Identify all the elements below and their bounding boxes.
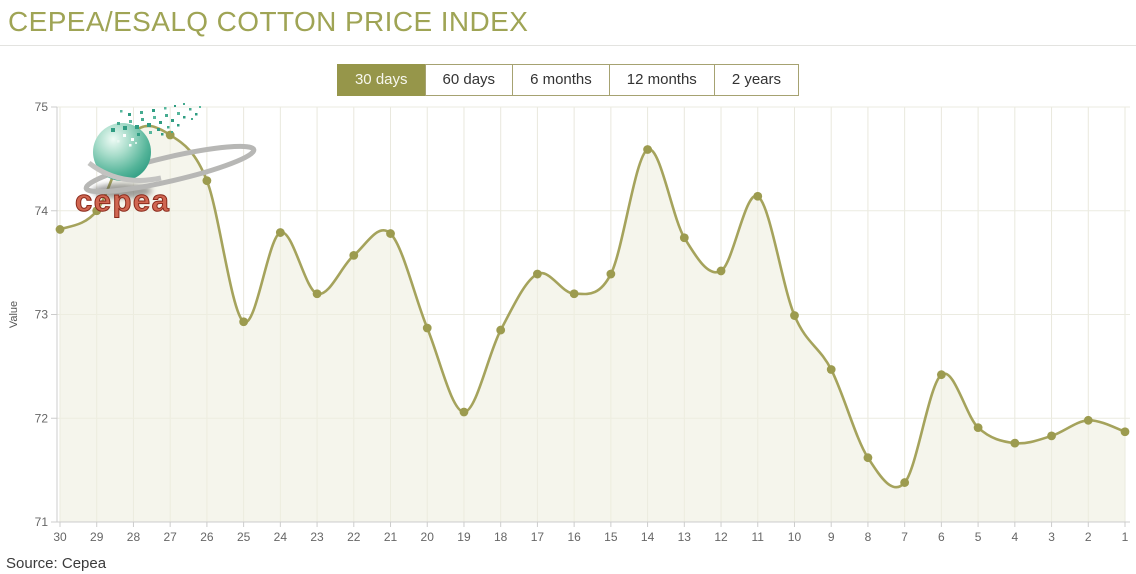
x-tick-label: 25 [237, 530, 251, 544]
x-tick-label: 12 [714, 530, 728, 544]
x-tick-label: 13 [678, 530, 692, 544]
data-point-day-29[interactable] [92, 206, 102, 216]
data-point-day-22[interactable] [349, 250, 359, 260]
x-tick-label: 27 [163, 530, 177, 544]
data-point-day-11[interactable] [753, 191, 763, 201]
x-tick-label: 26 [200, 530, 214, 544]
x-tick-label: 5 [975, 530, 982, 544]
x-tick-label: 8 [865, 530, 872, 544]
data-point-day-4[interactable] [1010, 438, 1020, 448]
data-point-day-17[interactable] [533, 269, 542, 279]
data-point-day-9[interactable] [826, 365, 836, 374]
data-point-day-28[interactable] [129, 128, 138, 138]
x-tick-label: 10 [788, 530, 802, 544]
data-point-day-10[interactable] [790, 311, 799, 320]
x-tick-label: 16 [567, 530, 581, 544]
x-tick-label: 2 [1085, 530, 1092, 544]
data-point-day-12[interactable] [716, 266, 726, 276]
data-point-day-7[interactable] [900, 478, 910, 487]
data-point-day-3[interactable] [1047, 431, 1056, 441]
x-tick-label: 15 [604, 530, 618, 544]
x-tick-label: 14 [641, 530, 655, 544]
source-caption: Source: Cepea [6, 555, 107, 572]
range-button-12-months[interactable]: 12 months [608, 64, 715, 96]
data-point-day-30[interactable] [55, 225, 65, 234]
x-tick-label: 19 [457, 530, 471, 544]
data-point-day-16[interactable] [569, 289, 579, 299]
x-tick-label: 30 [53, 530, 67, 544]
x-tick-label: 20 [421, 530, 435, 544]
y-tick-label: 71 [35, 515, 49, 529]
range-button-30-days[interactable]: 30 days [336, 64, 426, 96]
data-point-day-13[interactable] [679, 233, 689, 243]
data-point-day-19[interactable] [459, 407, 469, 417]
range-button-2-years[interactable]: 2 years [713, 64, 800, 96]
price-chart: 30 29 28 27 26 25 24 23 22 21 20 19 18 17 16 15 14 13 12 11… [8, 100, 1130, 544]
data-point-day-23[interactable] [312, 289, 322, 299]
axis-labels: 30 29 28 27 26 25 24 23 22 21 20 19 18 17 16 15 14 13 12 11… [8, 100, 1129, 544]
range-button-60-days[interactable]: 60 days [424, 64, 514, 96]
x-tick-label: 9 [828, 530, 835, 544]
page-header: CEPEA/ESALQ COTTON PRICE INDEX [0, 0, 1136, 46]
data-point-day-20[interactable] [422, 323, 432, 333]
data-point-day-8[interactable] [863, 453, 873, 463]
data-point-day-25[interactable] [239, 317, 249, 327]
data-point-day-15[interactable] [606, 269, 616, 279]
x-tick-label: 21 [384, 530, 398, 544]
x-tick-label: 29 [90, 530, 104, 544]
axes [51, 106, 1130, 527]
y-tick-label: 72 [35, 411, 49, 425]
data-point-day-26[interactable] [202, 176, 212, 186]
data-point-day-2[interactable] [1083, 415, 1093, 425]
x-tick-label: 6 [938, 530, 945, 544]
data-point-day-18[interactable] [496, 325, 506, 335]
x-tick-label: 24 [274, 530, 288, 544]
data-point-day-1[interactable] [1120, 427, 1130, 437]
x-tick-label: 28 [127, 530, 141, 544]
x-tick-label: 18 [494, 530, 508, 544]
data-point-day-14[interactable] [643, 145, 652, 154]
data-point-day-21[interactable] [386, 229, 395, 238]
y-tick-label: 73 [35, 308, 49, 322]
x-tick-label: 7 [901, 530, 908, 544]
area-fill [60, 125, 1125, 523]
x-tick-label: 3 [1048, 530, 1055, 544]
page-title: CEPEA/ESALQ COTTON PRICE INDEX [8, 6, 529, 37]
x-tick-label: 23 [310, 530, 324, 544]
y-axis-title: Value [8, 301, 20, 328]
x-tick-label: 11 [752, 530, 765, 544]
data-point-day-27[interactable] [165, 130, 175, 140]
x-tick-label: 22 [347, 530, 361, 544]
x-tick-label: 17 [531, 530, 545, 544]
data-point-day-5[interactable] [973, 423, 983, 432]
x-tick-label: 1 [1122, 530, 1129, 544]
time-range-toolbar: 30 days 60 days 6 months 12 months 2 yea… [0, 64, 1136, 96]
y-tick-label: 75 [35, 100, 49, 114]
y-tick-label: 74 [35, 204, 49, 218]
data-point-day-24[interactable] [275, 228, 285, 237]
x-tick-label: 4 [1011, 530, 1018, 544]
data-point-day-6[interactable] [936, 370, 946, 380]
range-button-6-months[interactable]: 6 months [512, 64, 610, 96]
